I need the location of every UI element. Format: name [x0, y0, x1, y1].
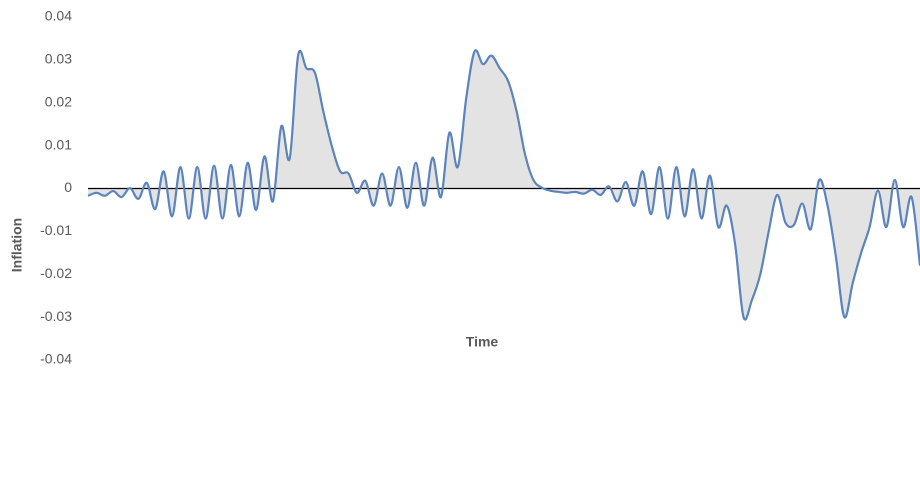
y-tick-label: 0.03	[45, 51, 72, 67]
area	[88, 50, 920, 320]
y-tick-label: 0.01	[45, 136, 72, 152]
x-axis-title: Time	[466, 334, 499, 350]
y-tick-label: -0.02	[40, 265, 72, 281]
y-tick-label: 0.02	[45, 93, 72, 109]
y-tick-label: -0.03	[40, 308, 72, 324]
y-tick-label: -0.01	[40, 222, 72, 238]
y-tick-label: -0.04	[40, 351, 72, 367]
y-axis-title: Inflation	[9, 218, 25, 272]
y-tick-label: 0	[64, 179, 72, 195]
y-tick-label: 0.04	[45, 8, 72, 24]
line	[87, 49, 920, 321]
